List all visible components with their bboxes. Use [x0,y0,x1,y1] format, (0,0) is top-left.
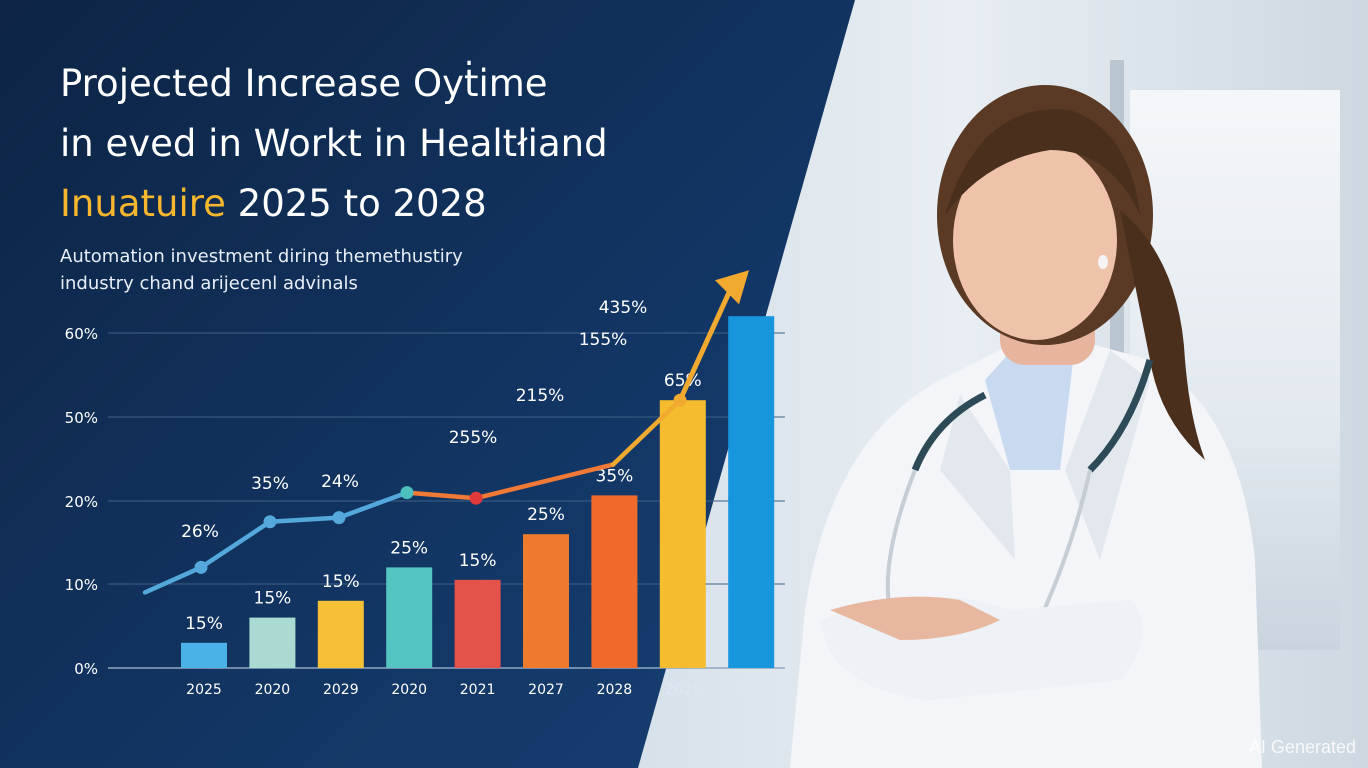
subtitle-line-1: Automation investment diring themethusti… [60,246,463,267]
bar [523,534,569,668]
x-tick-label: 2021 [460,682,496,698]
bar [454,579,501,668]
trend-segment [142,490,410,595]
y-tick-label: 60% [65,325,98,343]
bar-value-label: 25% [390,538,428,558]
y-axis-tick-labels: 0% 10% 20% 50% 60% [65,325,98,678]
bar [591,495,638,668]
x-tick-label: 2028 [733,682,769,698]
title-highlight: Inuatuire [60,182,226,225]
ai-generated-watermark: AI Generated [1248,737,1356,757]
trend-marker [194,560,208,574]
x-tick-label: 2020 [255,682,291,698]
trend-segment [610,397,683,467]
bar [659,400,706,668]
x-tick-label: 2020 [391,682,427,698]
y-tick-label: 0% [74,660,98,678]
subtitle-line-2: industry chand arijecenl advinals [60,273,358,294]
title-line-1: Projected Increase Oyṫime [60,62,548,105]
trend-marker [469,491,483,505]
trend-marker [400,486,414,500]
trend-value-label: 255% [449,428,498,448]
trend-value-label: 35% [251,474,289,494]
x-tick-label: 2028 [665,682,701,698]
bar [181,642,227,668]
trend-value-label: 215% [516,386,565,406]
bar-value-label: 15% [459,551,497,571]
x-tick-label: 2025 [186,682,222,698]
bar-value-label: 15% [254,589,292,609]
y-tick-label: 10% [65,576,98,594]
x-tick-label: 2029 [323,682,359,698]
bar [317,600,364,668]
trend-marker [263,515,277,529]
trend-value-label: 26% [181,522,219,542]
bar [728,316,775,668]
bar-value-label: 15% [322,572,360,592]
chart-title: Projected Increase Oyṫime in eved in Wor… [60,54,800,234]
trend-arrow-head [715,270,749,305]
trend-segment [404,462,616,501]
chart-subtitle: Automation investment diring themethusti… [60,243,620,297]
trend-arrow-shaft [677,285,734,403]
title-date-range: 2025 to 2028 [225,182,487,225]
trend-marker [332,511,346,525]
trend-value-label: 24% [321,472,359,492]
y-tick-label: 20% [65,493,98,511]
bar [386,567,433,668]
bar-value-label: 15% [185,614,223,634]
trend-marker [673,393,687,407]
x-tick-label: 2027 [528,682,564,698]
trend-value-label: 155% [579,330,628,350]
x-axis-tick-labels: 2025 2020 2029 2020 2021 2027 2028 2028 2028 [186,682,769,698]
title-line-3: Inuatuire 2025 to 2028 [60,174,800,234]
bar-value-label: 25% [527,505,565,525]
title-line-2: in eved in Workt in Healtłiand [60,122,608,165]
y-tick-label: 50% [65,409,98,427]
bar-chart: 0%10%20%50%60% 15%15%15%25%15%25%35%65% … [65,270,785,698]
trend-value-label: 435% [599,298,648,318]
bar [249,617,296,668]
bar-value-label: 35% [596,466,634,486]
x-tick-label: 2028 [597,682,633,698]
trend-line: 26% 35% 24% 255% 215% 155% 435% [142,270,749,595]
bars: 15%15%15%25%15%25%35%65% [181,316,775,668]
